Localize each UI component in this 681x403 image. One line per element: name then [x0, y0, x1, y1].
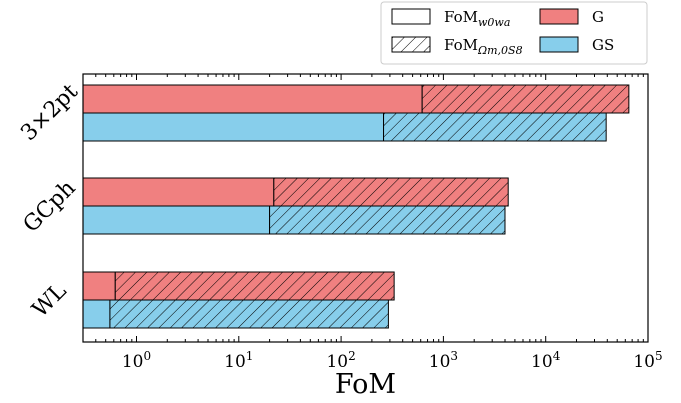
bars-layer [82, 84, 630, 329]
bar-g-fom-w0wa-1 [82, 177, 275, 207]
legend-label: FoMΩm,0S8 [444, 36, 523, 57]
legend-box [380, 1, 648, 65]
x-tick-label: 103 [429, 349, 458, 372]
bar-gs-fom-om-s8-2 [109, 299, 389, 329]
bar-gs-fom-w0wa-0 [82, 112, 385, 142]
plot-frame [82, 73, 649, 343]
bar-g-fom-om-s8-2 [114, 271, 395, 301]
y-category-label: GCph [19, 176, 81, 238]
bar-g-fom-w0wa-0 [82, 84, 423, 114]
x-tick-label: 100 [122, 349, 151, 372]
legend-swatch [539, 36, 579, 53]
legend-swatch [539, 8, 579, 25]
x-axis-label: FoM [335, 369, 396, 400]
bar-g-fom-om-s8-0 [421, 84, 630, 114]
legend: FoMw0wa G FoMΩm,0S8 GS [380, 1, 648, 65]
x-tick-label: 102 [326, 349, 355, 372]
bar-gs-fom-om-s8-0 [383, 112, 607, 142]
x-tick-label: 105 [633, 349, 662, 372]
legend-label: G [592, 8, 604, 26]
legend-label: GS [592, 36, 614, 54]
bar-g-fom-w0wa-2 [82, 271, 116, 301]
ticks-layer [82, 74, 649, 342]
legend-swatch [391, 8, 431, 25]
legend-swatch-hatch [391, 36, 431, 53]
y-category-label: WL [28, 278, 72, 322]
bar-g-fom-om-s8-1 [273, 177, 509, 207]
legend-label: FoMw0wa [444, 8, 510, 29]
bar-gs-fom-w0wa-1 [82, 205, 271, 235]
bar-gs-fom-om-s8-1 [269, 205, 506, 235]
x-tick-label: 104 [531, 349, 561, 372]
y-category-label: 3×2pt [16, 79, 83, 146]
x-tick-label: 101 [224, 349, 253, 372]
bar-gs-fom-w0wa-2 [82, 299, 111, 329]
